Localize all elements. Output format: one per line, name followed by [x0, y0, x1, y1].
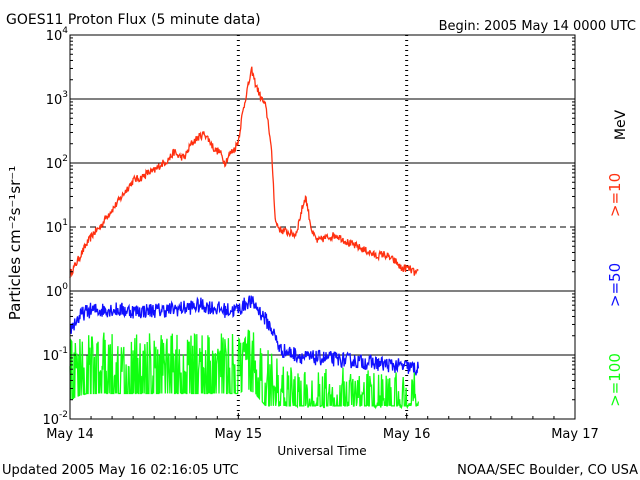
x-tick-label-1: May 15: [215, 427, 263, 442]
energy-legend: >=10 >=50 >=100 MeV: [606, 109, 629, 406]
legend-label-2: >=100: [606, 353, 624, 407]
credit-label: NOAA/SEC Boulder, CO USA: [457, 463, 638, 478]
y-tick-label-0: 10-2: [42, 410, 68, 428]
y-tick-label-2: 100: [46, 282, 69, 300]
y-tick-label-3: 101: [46, 218, 68, 236]
y-tick-label-5: 103: [46, 90, 68, 108]
legend-unit-label: MeV: [613, 109, 629, 140]
series-line-2: [69, 329, 420, 410]
x-tick-label-3: May 17: [551, 427, 599, 442]
chart-title: GOES11 Proton Flux (5 minute data): [6, 12, 261, 28]
y-axis-label: Particles cm⁻²s⁻¹sr⁻¹: [6, 166, 24, 320]
updated-label: Updated 2005 May 16 02:16:05 UTC: [2, 463, 239, 478]
y-tick-labels: 10-2 10-1 100 101 102 103 104: [42, 26, 575, 428]
legend-label-1: >=50: [606, 263, 624, 307]
y-tick-label-4: 102: [46, 154, 68, 172]
begin-label: Begin: 2005 May 14 0000 UTC: [439, 19, 636, 34]
series-line-1: [69, 295, 420, 376]
x-axis-label: Universal Time: [277, 444, 366, 458]
x-tick-label-0: May 14: [46, 427, 94, 442]
series-line-0: [69, 66, 419, 278]
series-lines: [69, 66, 420, 410]
x-tick-labels: May 14 May 15 May 16 May 17: [46, 427, 599, 442]
grid-lines: [70, 98, 575, 356]
x-tick-label-2: May 16: [383, 427, 431, 442]
y-tick-label-1: 10-1: [42, 346, 68, 364]
y-tick-label-6: 104: [46, 26, 69, 44]
legend-label-0: >=10: [606, 173, 624, 217]
